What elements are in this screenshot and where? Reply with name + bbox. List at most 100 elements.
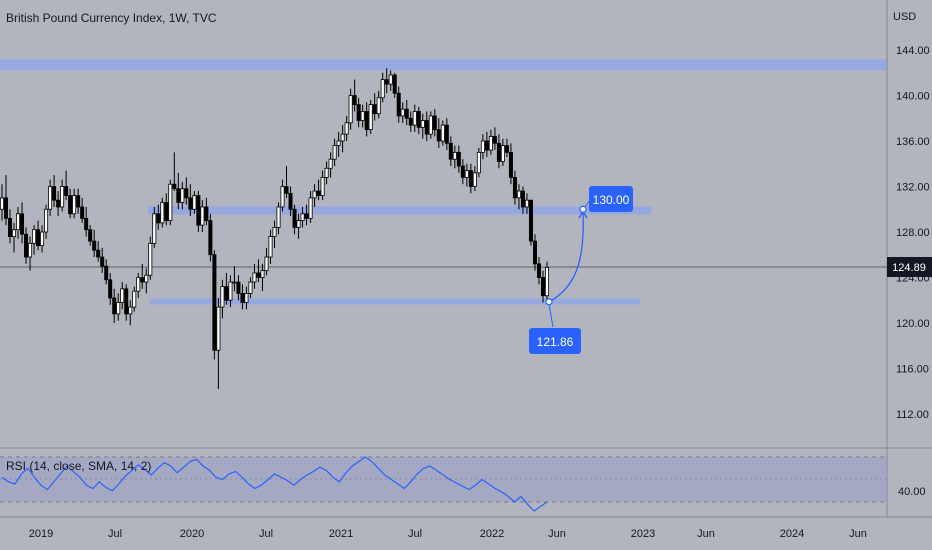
candle-body <box>220 286 225 308</box>
candle-body <box>448 142 453 160</box>
last-price-badge-text: 124.89 <box>892 262 926 274</box>
candle-body <box>488 136 493 151</box>
candle-body <box>16 213 21 231</box>
candle-body <box>264 256 269 272</box>
candle-body <box>12 229 17 237</box>
candle-body <box>484 140 489 151</box>
price-tick-label: 140.00 <box>896 91 930 103</box>
rsi-line <box>1 456 548 512</box>
candle-body <box>336 140 341 146</box>
time-axis: 2019 Jul 2020 Jul 2021 Jul 2022 Jun 2023 Jun 2024 J… <box>29 528 867 540</box>
candle-body <box>304 213 309 219</box>
candle-body <box>384 79 389 85</box>
candle-body <box>460 165 465 178</box>
candle-body <box>340 133 345 142</box>
candle-body <box>268 236 273 258</box>
candle-body <box>216 306 221 351</box>
candle-body <box>300 213 305 222</box>
candle-body <box>40 231 45 247</box>
candle-body <box>252 272 257 283</box>
candle-body <box>328 158 333 169</box>
projection-arrow <box>548 213 584 303</box>
candle-body <box>32 229 37 244</box>
candle-body <box>196 195 201 226</box>
candle-body <box>156 213 161 224</box>
candle-body <box>212 254 217 351</box>
candle-body <box>36 229 41 247</box>
candle-body <box>368 104 373 131</box>
candle-body <box>8 217 13 237</box>
candle-body <box>108 279 113 299</box>
candle-body <box>436 129 441 142</box>
rsi-band <box>0 457 887 502</box>
candle-body <box>176 188 181 203</box>
candle-body <box>76 195 81 208</box>
candle-body <box>208 220 213 256</box>
candle-body <box>388 74 393 85</box>
candle-body <box>4 197 9 219</box>
candle-body <box>480 140 485 153</box>
candle-body <box>440 124 445 142</box>
low-label: 121.86 <box>529 328 581 354</box>
candle-body <box>88 229 93 242</box>
candle-body <box>476 151 481 174</box>
candle-body <box>296 220 301 228</box>
candle-body <box>60 186 65 208</box>
candle-body <box>416 111 421 128</box>
candle-body <box>528 199 533 242</box>
candle-body <box>48 186 53 210</box>
candle-body <box>132 290 137 308</box>
candle-body <box>536 263 541 278</box>
candle-body <box>64 186 69 197</box>
candle-body <box>180 188 185 203</box>
candle-body <box>496 142 501 162</box>
zones-layer <box>0 59 887 305</box>
candle-body <box>144 274 149 283</box>
price-tick-label: 120.00 <box>896 318 930 330</box>
candle-body <box>200 206 205 226</box>
candle-body <box>104 265 109 281</box>
candle-body <box>260 270 265 278</box>
low-label-text: 121.86 <box>537 335 574 349</box>
candle-body <box>376 97 381 115</box>
candle-body <box>312 190 317 199</box>
candle-body <box>96 249 101 258</box>
candle-body <box>420 120 425 128</box>
target-label: 130.00 <box>589 186 633 212</box>
candle-body <box>424 120 429 135</box>
time-axis-label: 2023 <box>631 528 655 540</box>
time-axis-label: Jul <box>408 528 422 540</box>
candle-body <box>20 213 25 235</box>
candle-body <box>224 286 229 301</box>
candle-body <box>472 172 477 187</box>
time-axis-label: 2021 <box>329 528 353 540</box>
target-anchor-dot <box>579 205 587 213</box>
candle-body <box>168 183 173 222</box>
candle-body <box>28 242 33 258</box>
low-label-box <box>529 328 581 354</box>
candle-body <box>500 145 505 162</box>
candle-body <box>324 167 329 178</box>
candle-body <box>56 199 61 208</box>
candle-body <box>44 208 49 233</box>
candle-body <box>512 176 517 199</box>
candle-body <box>116 302 121 315</box>
last-price-badge: 124.89 <box>887 257 932 277</box>
candle-body <box>356 104 361 121</box>
candle-body <box>308 197 313 219</box>
candle-body <box>84 217 89 231</box>
candle-body <box>508 151 513 178</box>
candle-body <box>228 281 233 301</box>
candle-body <box>432 115 437 131</box>
candle-body <box>112 297 117 315</box>
low-anchor-dot <box>545 298 553 306</box>
candle-body <box>272 227 277 237</box>
support-zone <box>150 298 640 305</box>
candle-body <box>520 190 525 208</box>
candle-body <box>232 281 237 284</box>
candle-body <box>316 190 321 197</box>
candle-body <box>240 293 245 303</box>
candle-body <box>140 277 145 283</box>
candle-body <box>164 202 169 222</box>
